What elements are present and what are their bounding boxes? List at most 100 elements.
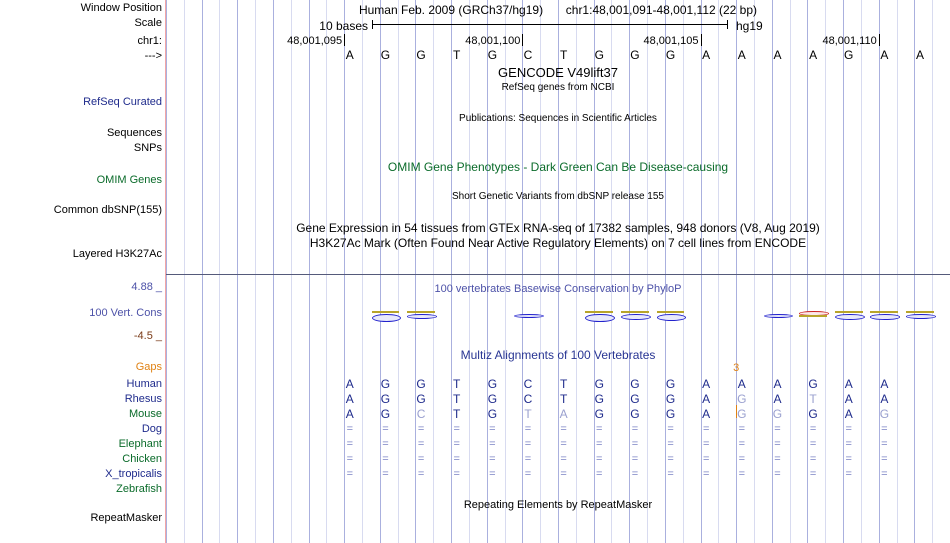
- alignment-base: C: [523, 377, 533, 391]
- alignment-unaligned-marker: =: [809, 438, 817, 450]
- alignment-base: A: [844, 377, 853, 391]
- label-common-dbsnp[interactable]: Common dbSNP(155): [53, 204, 162, 216]
- conservation-accent: [371, 311, 400, 313]
- label-species-mouse[interactable]: Mouse: [128, 408, 162, 420]
- alignment-unaligned-marker: =: [809, 453, 817, 465]
- conservation-accent: [906, 311, 934, 313]
- alignment-unaligned-marker: =: [417, 423, 425, 435]
- alignment-base: T: [559, 377, 568, 391]
- sequence-base: G: [416, 48, 426, 62]
- alignment-unaligned-marker: =: [845, 453, 852, 465]
- conservation-bar: [870, 314, 901, 320]
- label-species-dog[interactable]: Dog: [141, 423, 162, 435]
- alignment-base: A: [844, 392, 853, 406]
- ruler-tick-label: 48,001,095: [287, 35, 343, 47]
- alignment-unaligned-marker: =: [382, 438, 389, 450]
- alignment-unaligned-marker: =: [881, 468, 888, 480]
- gap-tick-mark: [736, 405, 737, 418]
- label-species-rhesus[interactable]: Rhesus: [124, 393, 162, 405]
- label-repeatmasker[interactable]: RepeatMasker: [90, 512, 162, 524]
- sequence-base: G: [487, 48, 498, 62]
- label-gaps[interactable]: Gaps: [135, 361, 162, 373]
- alignment-row-elephant: =====================: [166, 438, 950, 452]
- alignment-unaligned-marker: =: [560, 438, 567, 450]
- alignment-unaligned-marker: =: [382, 423, 389, 435]
- label-species-elephant[interactable]: Elephant: [118, 438, 162, 450]
- cons-axis-max-label: 4.88 _: [131, 281, 162, 293]
- alignment-base: G: [594, 407, 604, 421]
- alignment-unaligned-marker: =: [774, 453, 781, 465]
- ruler-tick-label: 48,001,105: [643, 35, 699, 47]
- alignment-base: A: [702, 407, 711, 421]
- alignment-base: A: [345, 392, 354, 406]
- alignment-base: C: [523, 392, 533, 406]
- label-species-zebrafish[interactable]: Zebrafish: [116, 483, 162, 495]
- track-title-multiz: Multiz Alignments of 100 Vertebrates: [460, 348, 656, 362]
- alignment-base: A: [345, 407, 354, 421]
- sequence-base: T: [453, 48, 461, 62]
- label-species-xtropicalis[interactable]: X_tropicalis: [105, 468, 162, 480]
- label-100-vert-cons[interactable]: 100 Vert. Cons: [89, 307, 162, 319]
- alignment-base-mismatch: G: [879, 407, 890, 421]
- alignment-base: G: [380, 392, 391, 406]
- alignment-base: A: [702, 392, 711, 406]
- label-species-human[interactable]: Human: [126, 378, 162, 390]
- conservation-bar: [763, 314, 794, 318]
- alignment-base: G: [380, 377, 391, 391]
- alignment-unaligned-marker: =: [702, 438, 710, 450]
- alignment-unaligned-marker: =: [596, 423, 603, 435]
- conservation-bar: [371, 314, 402, 323]
- alignment-unaligned-marker: =: [631, 468, 639, 480]
- alignment-unaligned-marker: =: [881, 423, 888, 435]
- sequence-base: G: [630, 48, 640, 62]
- alignment-base: G: [630, 407, 640, 421]
- sequence-base: C: [523, 48, 533, 62]
- alignment-unaligned-marker: =: [382, 453, 389, 465]
- alignment-unaligned-marker: =: [774, 438, 781, 450]
- alignment-unaligned-marker: =: [560, 423, 567, 435]
- sequence-base: A: [880, 48, 889, 62]
- sequence-base: G: [665, 48, 676, 62]
- alignment-unaligned-marker: =: [631, 438, 639, 450]
- label-omim-genes[interactable]: OMIM Genes: [96, 174, 162, 186]
- ruler-tick-mark: [879, 34, 880, 46]
- alignment-base: G: [665, 407, 676, 421]
- alignment-unaligned-marker: =: [560, 453, 567, 465]
- alignment-unaligned-marker: =: [702, 468, 710, 480]
- alignment-row-zebrafish: [166, 483, 950, 497]
- alignment-base: G: [665, 392, 676, 406]
- alignment-base: T: [453, 392, 461, 406]
- track-title-publications: Publications: Sequences in Scientific Ar…: [459, 113, 657, 124]
- alignment-unaligned-marker: =: [809, 468, 817, 480]
- label-species-chicken[interactable]: Chicken: [122, 453, 162, 465]
- alignment-unaligned-marker: =: [346, 423, 354, 435]
- alignment-unaligned-marker: =: [489, 438, 496, 450]
- track-title-h3k27ac: H3K27Ac Mark (Often Found Near Active Re…: [309, 236, 807, 250]
- alignment-unaligned-marker: =: [346, 468, 354, 480]
- sequence-base: G: [844, 48, 854, 62]
- scale-bar: [372, 20, 728, 29]
- label-snps[interactable]: SNPs: [133, 142, 162, 154]
- alignment-unaligned-marker: =: [417, 453, 425, 465]
- reference-sequence-row: AGGTGCTGGGAAAAGAAGGGGG: [166, 49, 950, 63]
- gap-count-label: 3: [733, 362, 740, 374]
- alignment-unaligned-marker: =: [596, 453, 603, 465]
- ruler-tick-mark: [522, 34, 523, 46]
- label-refseq-curated[interactable]: RefSeq Curated: [83, 96, 162, 108]
- sequence-base: G: [594, 48, 604, 62]
- label-sequences[interactable]: Sequences: [106, 127, 162, 139]
- label-layered-h3k27ac[interactable]: Layered H3K27Ac: [72, 248, 162, 260]
- sequence-base: A: [345, 48, 354, 62]
- alignment-unaligned-marker: =: [560, 468, 567, 480]
- label-strand-arrow: --->: [144, 50, 162, 62]
- alignment-unaligned-marker: =: [738, 423, 746, 435]
- conservation-plot[interactable]: [166, 300, 950, 336]
- alignment-unaligned-marker: =: [596, 468, 603, 480]
- conservation-bar: [621, 314, 651, 321]
- ruler-tick-label: 48,001,100: [465, 35, 521, 47]
- alignment-unaligned-marker: =: [417, 438, 425, 450]
- alignment-unaligned-marker: =: [346, 438, 354, 450]
- sequence-base: A: [702, 48, 711, 62]
- alignment-unaligned-marker: =: [774, 468, 781, 480]
